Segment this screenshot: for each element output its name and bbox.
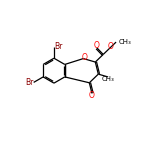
Text: O: O (82, 53, 88, 62)
Text: O: O (88, 91, 94, 100)
Text: O: O (94, 41, 100, 50)
Text: Br: Br (54, 42, 62, 51)
Text: CH₃: CH₃ (102, 76, 115, 82)
Text: Br: Br (25, 78, 33, 87)
Text: O: O (108, 42, 114, 51)
Text: CH₃: CH₃ (119, 39, 132, 45)
